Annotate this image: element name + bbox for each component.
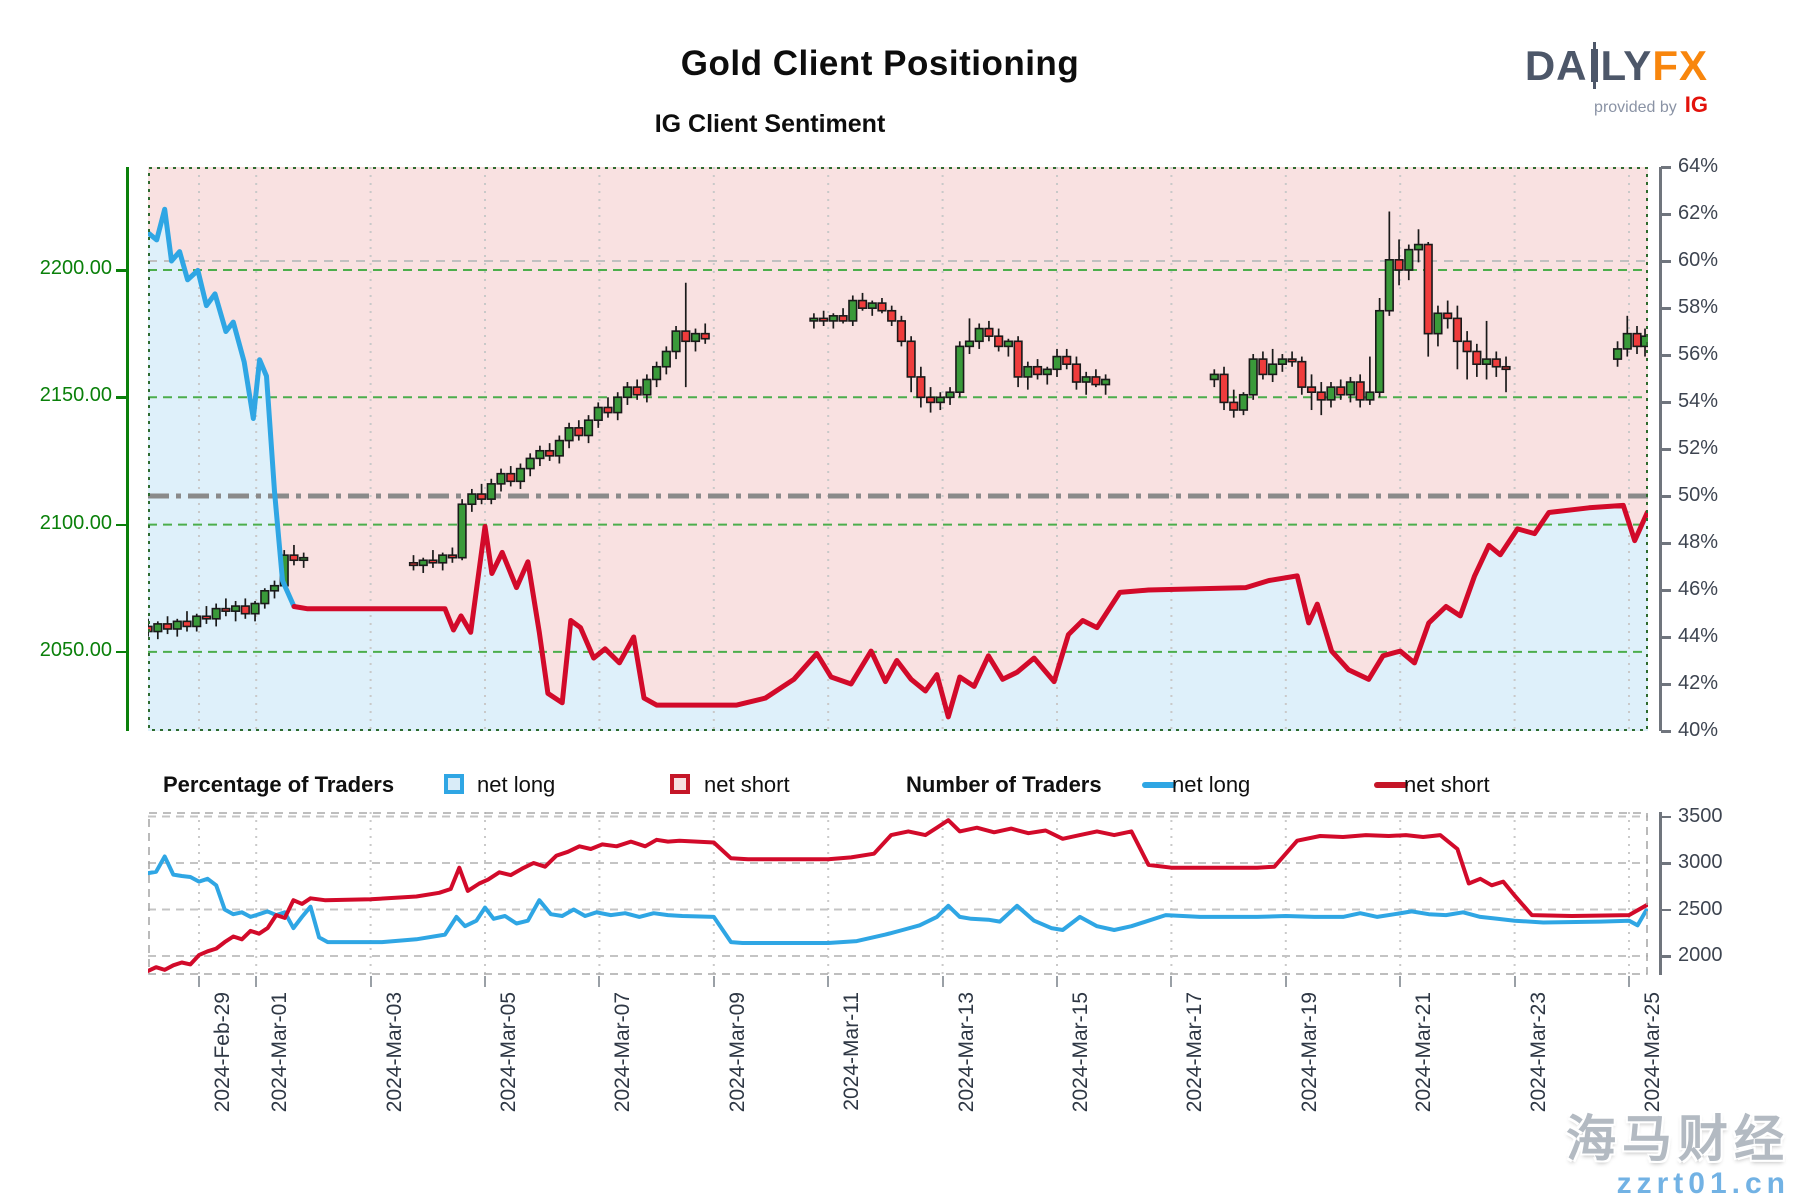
net-short-area-swatch	[670, 774, 690, 794]
price-tick-label: 2100.00	[39, 511, 112, 534]
date-tick-label: 2024-Mar-09	[725, 992, 749, 1113]
legend-percentage-of-traders: Percentage of Traders	[163, 772, 395, 797]
logo-tagline: provided by IG	[1594, 92, 1708, 117]
pct-tick-label: 44%	[1678, 625, 1719, 647]
price-tick-label: 2050.00	[39, 638, 112, 661]
price-tick	[116, 523, 126, 527]
date-tick-label: 2024-Mar-17	[1183, 992, 1207, 1113]
date-tick-label: 2024-Mar-15	[1069, 992, 1092, 1113]
price-axis-spine	[126, 167, 129, 731]
price-sentiment-plot	[148, 167, 1648, 731]
pct-tick-label: 62%	[1678, 202, 1719, 224]
date-tick	[255, 976, 258, 987]
pct-tick	[1661, 683, 1671, 686]
date-tick	[598, 976, 601, 987]
legend-pct-net-short: net short	[704, 772, 790, 797]
pct-tick	[1661, 401, 1671, 404]
pct-tick-label: 50%	[1678, 484, 1719, 506]
watermark-line1: 海马财经	[1566, 1111, 1790, 1167]
date-tick	[941, 976, 944, 987]
traders-tick	[1661, 862, 1671, 865]
number-of-traders-plot	[148, 812, 1648, 975]
date-tick	[198, 976, 200, 987]
pct-tick-label: 46%	[1678, 578, 1719, 600]
date-tick-label: 2024-Mar-03	[382, 992, 406, 1113]
traders-tick	[1661, 955, 1671, 958]
date-tick-label: 2024-Mar-13	[954, 992, 978, 1113]
date-tick	[369, 976, 372, 987]
price-tick	[116, 269, 126, 272]
pct-tick	[1661, 307, 1671, 310]
price-tick-label: 2150.00	[39, 384, 112, 407]
date-tick-label: 2024-Mar-25	[1641, 992, 1664, 1113]
price-tick	[116, 650, 126, 654]
date-tick-label: 2024-Mar-19	[1297, 992, 1321, 1113]
date-tick	[712, 976, 715, 987]
traders-tick	[1661, 908, 1671, 911]
pct-tick-label: 48%	[1678, 531, 1719, 553]
legend-num-net-long: net long	[1172, 772, 1251, 797]
pct-tick	[1661, 213, 1671, 216]
traders-tick-label: 3000	[1678, 851, 1723, 873]
dailyfx-logo: DA LYFX provided by IG	[1524, 42, 1708, 118]
pct-axis-spine	[1659, 167, 1662, 731]
traders-axis-spine	[1659, 812, 1662, 975]
dailyfx-wordmark: DA LYFX	[1524, 42, 1708, 89]
date-tick-label: 2024-Feb-29	[211, 992, 234, 1113]
pct-tick-label: 54%	[1678, 390, 1719, 412]
traders-tick	[1661, 815, 1671, 818]
traders-tick-label: 2000	[1678, 944, 1723, 966]
date-tick-label: 2024-Mar-11	[840, 992, 864, 1111]
price-tick	[116, 396, 126, 399]
ig-logo: IG	[1684, 92, 1708, 117]
net-long-line-swatch	[1142, 782, 1176, 788]
legend-num-net-short: net short	[1404, 772, 1490, 797]
price-tick-label: 2200.00	[39, 257, 112, 279]
legend-number-of-traders: Number of Traders	[906, 772, 1102, 797]
watermark: 海马财经 zzrt01.cn	[1566, 1112, 1790, 1200]
net-short-line-swatch	[1374, 782, 1408, 788]
pct-tick-label: 58%	[1678, 296, 1719, 318]
pct-tick	[1661, 589, 1671, 592]
date-tick	[1628, 976, 1630, 987]
pct-tick	[1661, 636, 1671, 639]
date-tick	[484, 976, 486, 987]
pct-tick-label: 42%	[1678, 672, 1719, 694]
pct-tick-label: 64%	[1678, 155, 1719, 177]
page-title: Gold Client Positioning	[680, 44, 1080, 83]
pct-tick	[1661, 448, 1671, 451]
date-tick-label: 2024-Mar-23	[1526, 992, 1550, 1113]
net-long-area-swatch	[444, 774, 464, 794]
date-tick-label: 2024-Mar-05	[497, 992, 520, 1113]
candlestick-icon	[1590, 42, 1598, 89]
date-tick	[827, 976, 830, 987]
pct-tick	[1661, 166, 1671, 169]
pct-tick-label: 52%	[1678, 437, 1719, 459]
date-tick	[1170, 976, 1173, 987]
traders-tick-label: 2500	[1678, 897, 1723, 920]
legend-pct-net-long: net long	[477, 772, 556, 797]
date-tick	[1513, 976, 1516, 987]
pct-tick-label: 40%	[1678, 719, 1719, 741]
date-tick	[1399, 976, 1402, 987]
chart-subtitle: IG Client Sentiment	[654, 110, 886, 138]
pct-tick	[1661, 354, 1671, 357]
pct-tick	[1661, 730, 1671, 733]
watermark-line2: zzrt01.cn	[1616, 1167, 1790, 1200]
date-tick	[1056, 976, 1058, 987]
date-tick-label: 2024-Mar-21	[1412, 992, 1436, 1113]
pct-tick	[1661, 542, 1671, 545]
pct-tick	[1661, 260, 1671, 263]
pct-tick	[1661, 495, 1671, 498]
date-tick	[1284, 976, 1287, 987]
traders-tick-label: 3500	[1678, 804, 1723, 827]
date-tick-label: 2024-Mar-07	[611, 992, 635, 1113]
pct-tick-label: 60%	[1678, 249, 1719, 271]
date-tick-label: 2024-Mar-01	[268, 992, 292, 1113]
pct-tick-label: 56%	[1678, 343, 1719, 365]
